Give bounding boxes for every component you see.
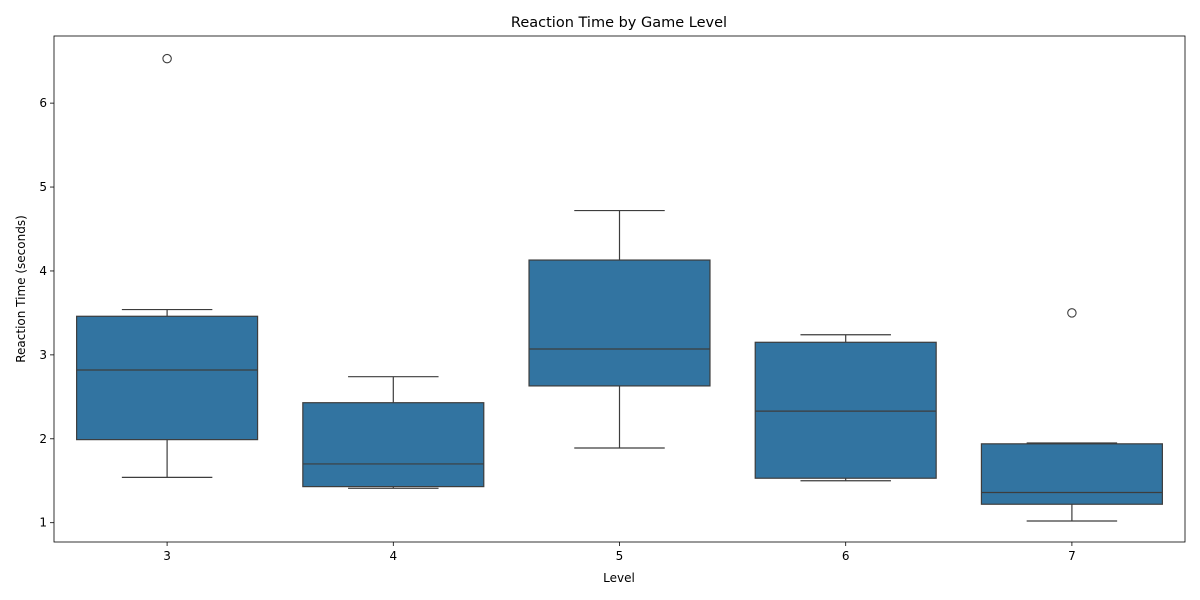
x-tick-label: 3 (163, 549, 171, 563)
x-axis: 3 4 5 6 7 (163, 542, 1076, 563)
iqr-box (302, 402, 485, 488)
iqr-box (76, 315, 259, 441)
y-tick-label: 5 (39, 180, 47, 194)
y-tick-label: 6 (39, 96, 47, 110)
iqr-box (754, 341, 937, 479)
outlier-point (1067, 308, 1077, 318)
x-tick-label: 7 (1068, 549, 1076, 563)
iqr-box (980, 443, 1163, 505)
box-group-level-7 (980, 308, 1163, 522)
y-tick-label: 3 (39, 348, 47, 362)
y-tick-label: 1 (39, 516, 47, 530)
chart-title: Reaction Time by Game Level (511, 15, 727, 31)
box-group-level-6 (754, 334, 937, 482)
y-tick-label: 2 (39, 432, 47, 446)
boxes-layer (76, 53, 1163, 522)
box-group-level-4 (302, 376, 485, 489)
y-tick-label: 4 (39, 264, 47, 278)
box-group-level-5 (528, 209, 711, 449)
box-group-level-3 (76, 53, 259, 478)
y-axis-label: Reaction Time (seconds) (14, 215, 28, 363)
x-tick-label: 4 (389, 549, 397, 563)
x-tick-label: 5 (616, 549, 624, 563)
x-axis-label: Level (603, 571, 635, 585)
iqr-box (528, 259, 711, 387)
outlier-point (162, 53, 172, 64)
y-axis: 1 2 3 4 5 6 (39, 96, 54, 530)
x-tick-label: 6 (842, 549, 850, 563)
